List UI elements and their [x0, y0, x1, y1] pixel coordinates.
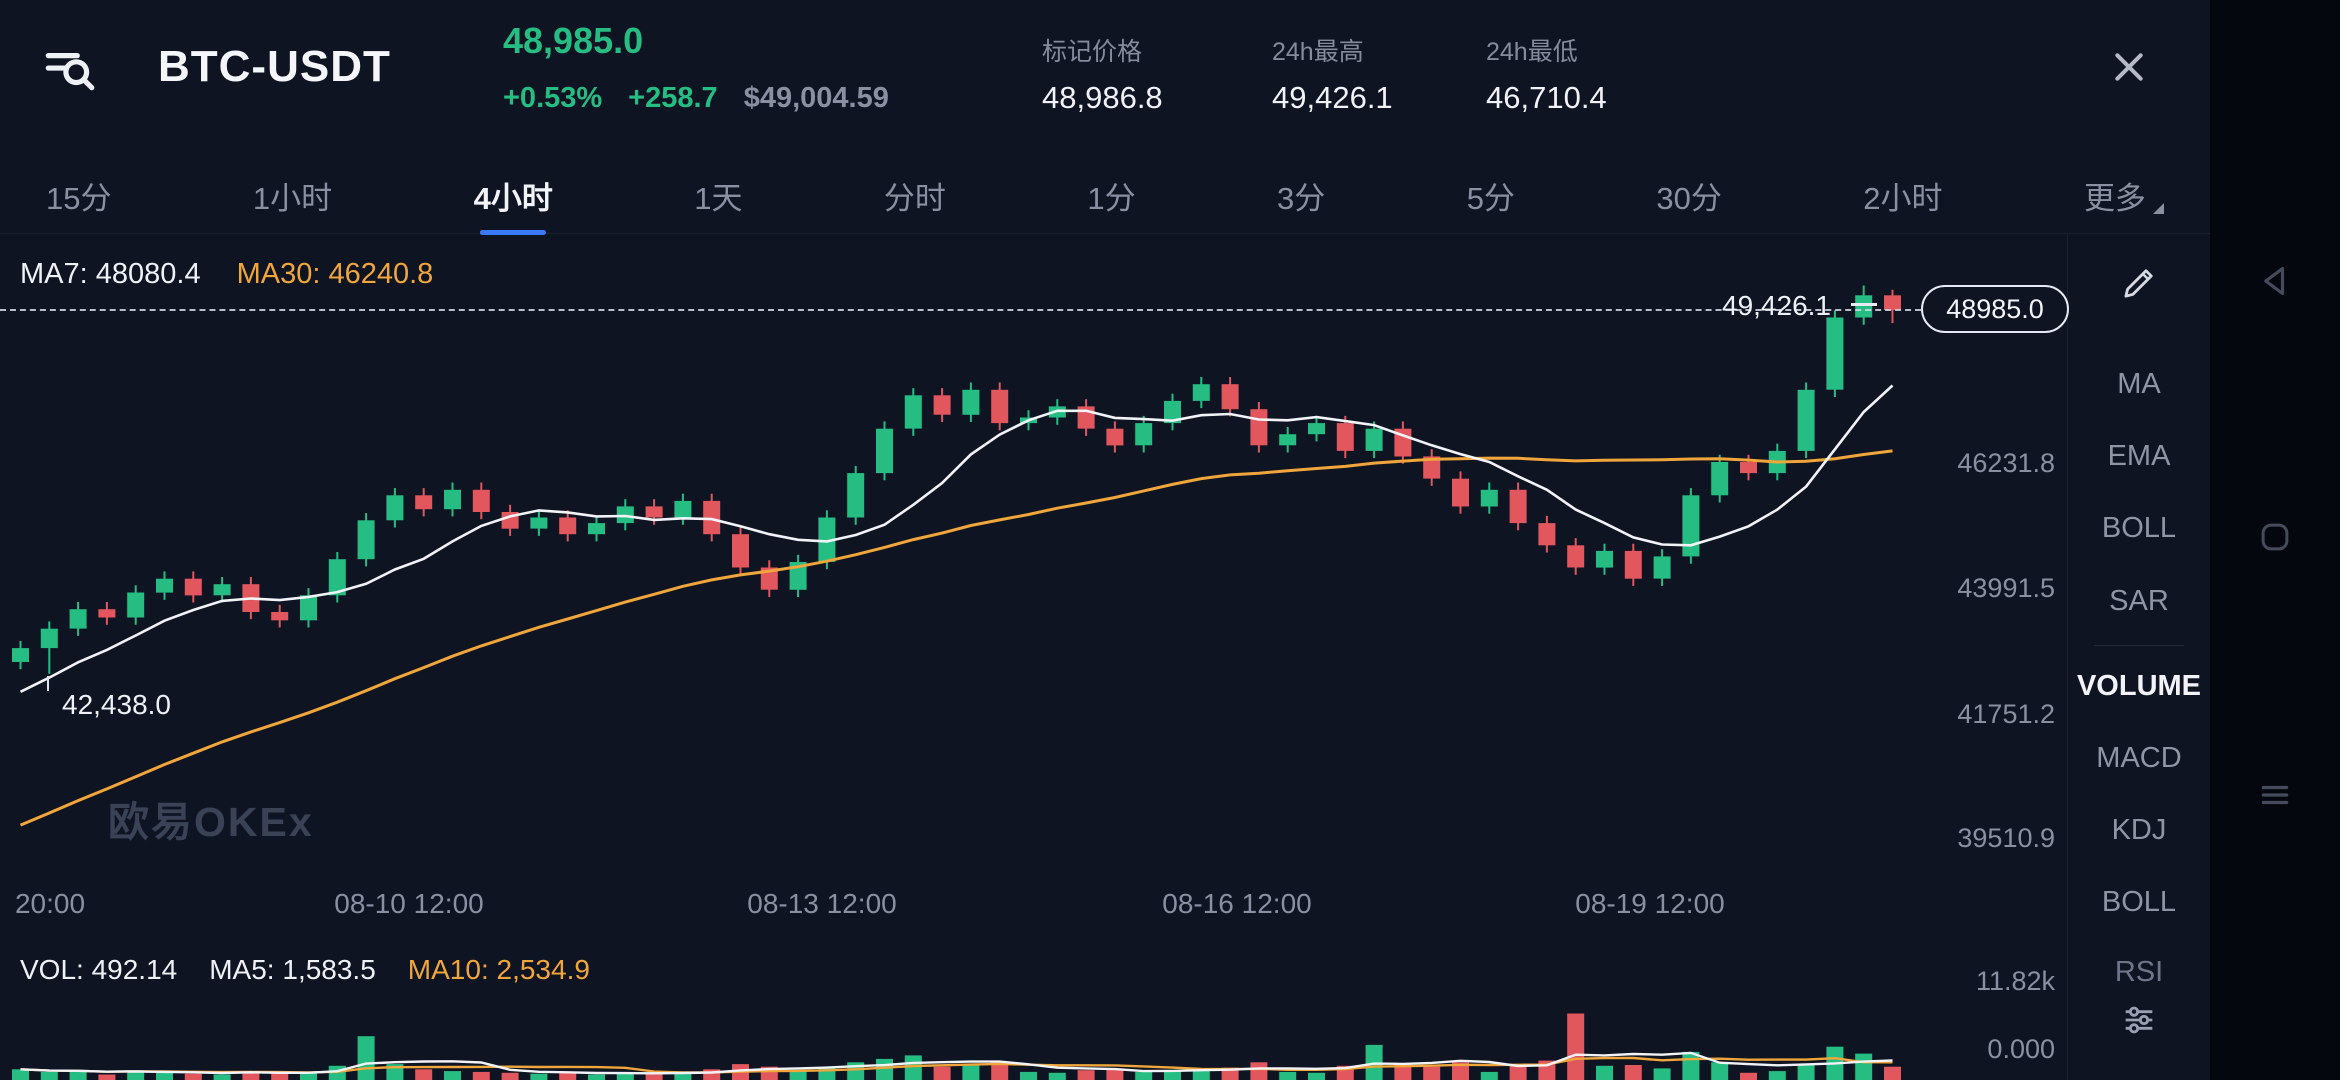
android-recents-button[interactable]: [2253, 773, 2297, 817]
y-axis-label: 43991.5: [1957, 573, 2055, 603]
indicator-boll-button[interactable]: BOLL: [2101, 512, 2177, 544]
session-high-marker: 49,426.1: [1722, 290, 1831, 321]
tab-3min[interactable]: 3分: [1277, 181, 1326, 216]
list-search-icon: [45, 53, 95, 91]
android-back-button[interactable]: [2253, 259, 2297, 303]
tab-1day[interactable]: 1天: [694, 181, 743, 216]
indicator-sar-button[interactable]: SAR: [2109, 585, 2169, 617]
session-low-marker: 42,438.0: [62, 689, 171, 720]
pencil-icon: [2124, 269, 2153, 298]
fiat-price: $49,004.59: [743, 82, 889, 114]
x-axis-label: 08-10 12:00: [334, 888, 484, 919]
drawing-tools-button[interactable]: [2068, 262, 2210, 304]
indicator-sidebar: MA EMA BOLL SAR VOLUME MACD KDJ BOLL RSI: [2067, 234, 2210, 1080]
volume-chart-svg[interactable]: [0, 975, 2067, 1080]
indicator-settings-button[interactable]: [2068, 1000, 2210, 1040]
indicator-ema-button[interactable]: EMA: [2107, 440, 2171, 472]
indicator-rsi-button[interactable]: RSI: [2114, 956, 2164, 988]
home-square-icon: [2261, 523, 2289, 551]
ma7-legend: MA7: 48080.4: [20, 258, 201, 290]
volume-legend: VOL: 492.14 MA5: 1,583.5 MA10: 2,534.9: [20, 954, 590, 986]
indicator-volume-button[interactable]: VOLUME: [2076, 670, 2202, 702]
last-price-line: [0, 309, 1921, 311]
indicator-kdj-button[interactable]: KDJ: [2111, 814, 2167, 846]
y-axis-label: 46231.8: [1957, 448, 2055, 478]
volume-axis-max-label: 11.82k: [1975, 966, 2055, 996]
close-icon: [2115, 53, 2143, 81]
y-axis-label: 41751.2: [1957, 699, 2055, 729]
tab-5min[interactable]: 5分: [1466, 181, 1515, 216]
symbol-title: BTC-USDT: [158, 42, 391, 91]
timeframe-tabs: 15分 1小时 4小时 1天 分时 1分 3分 5分 30分 2小时 更多: [0, 158, 2210, 234]
price-chart-svg[interactable]: [0, 230, 2067, 890]
close-button[interactable]: [2096, 34, 2162, 100]
x-axis-label: 08-13 12:00: [747, 888, 897, 919]
ma-legend: MA7: 48080.4 MA30: 46240.8: [20, 258, 433, 291]
android-nav-bar: [2210, 0, 2340, 1080]
y-axis-label: 39510.9: [1957, 823, 2055, 853]
high-24h-label: 24h最高: [1272, 38, 1364, 66]
indicator-macd-button[interactable]: MACD: [2096, 742, 2182, 774]
mark-price-stat: 标记价格 48,986.8: [1042, 32, 1163, 116]
x-axis-label: 20:00: [14, 888, 86, 919]
tab-1min[interactable]: 1分: [1087, 181, 1136, 216]
low-24h-stat: 24h最低 46,710.4: [1486, 32, 1607, 116]
tab-30min[interactable]: 30分: [1656, 181, 1722, 216]
x-axis-label: 08-16 12:00: [1162, 888, 1312, 919]
back-triangle-icon: [2264, 266, 2285, 296]
more-timeframes-button[interactable]: 更多: [2084, 173, 2164, 218]
price-change-row: +0.53% +258.7 $49,004.59: [503, 82, 889, 115]
session-low-tick: [47, 676, 49, 691]
change-value: +258.7: [628, 82, 718, 114]
vol-ma5-label: MA5: 1,583.5: [209, 954, 376, 985]
ma30-legend: MA30: 46240.8: [236, 258, 434, 290]
okex-watermark: 欧易OKEx: [108, 799, 314, 845]
android-home-button[interactable]: [2253, 515, 2297, 559]
change-percent: +0.53%: [503, 82, 603, 114]
tab-2hour[interactable]: 2小时: [1863, 181, 1943, 216]
vol-ma10-label: MA10: 2,534.9: [407, 954, 590, 985]
more-label: 更多: [2083, 181, 2146, 216]
mark-price-label: 标记价格: [1042, 38, 1143, 66]
market-search-button[interactable]: [36, 34, 102, 100]
high-24h-value: 49,426.1: [1272, 80, 1393, 115]
tab-4hour[interactable]: 4小时: [474, 173, 553, 218]
indicator-boll-sub-button[interactable]: BOLL: [2101, 886, 2177, 918]
volume-axis-zero-label: 0.000: [1987, 1034, 2055, 1064]
mark-price-value: 48,986.8: [1042, 80, 1163, 115]
session-high-tick: [1851, 303, 1877, 306]
low-24h-label: 24h最低: [1486, 38, 1578, 66]
sliders-settings-icon: [2125, 1006, 2153, 1034]
tab-15min[interactable]: 15分: [46, 181, 112, 216]
x-axis-label: 08-19 12:00: [1575, 888, 1725, 919]
last-price: 48,985.0: [503, 20, 644, 61]
high-24h-stat: 24h最高 49,426.1: [1272, 32, 1393, 116]
last-price-tag: 48985.0: [1921, 285, 2069, 333]
tab-1hour[interactable]: 1小时: [252, 181, 333, 216]
low-24h-value: 46,710.4: [1486, 80, 1607, 115]
vol-value-label: VOL: 492.14: [20, 954, 178, 985]
sidebar-divider: [2094, 645, 2184, 646]
recents-lines-icon: [2261, 785, 2289, 805]
indicator-ma-button[interactable]: MA: [2117, 368, 2161, 400]
more-corner-triangle-icon: [2152, 203, 2164, 214]
tab-time-share[interactable]: 分时: [883, 181, 946, 216]
